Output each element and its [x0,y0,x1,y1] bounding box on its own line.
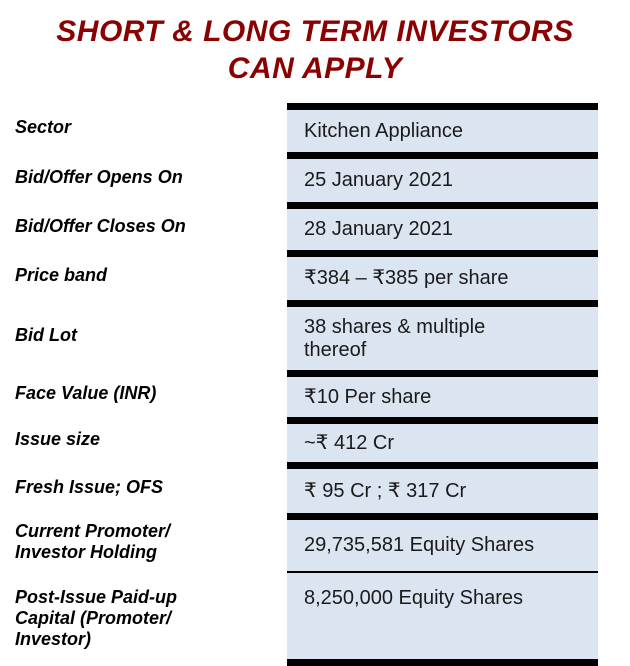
table-row-post-issue-capital: Post-Issue Paid-up Capital (Promoter/ In… [0,571,598,666]
row-value: 38 shares & multiple thereof [287,300,598,370]
row-label: Issue size [15,429,101,449]
row-label: Sector [15,117,72,137]
row-value: 25 January 2021 [287,152,598,202]
ipo-details-table: Sector Kitchen Appliance Bid/Offer Opens… [0,103,598,666]
table-row-current-promoter-holding: Current Promoter/ Investor Holding 29,73… [0,513,598,571]
row-label: Face Value (INR) [15,383,157,403]
row-label: Fresh Issue; OFS [15,477,164,497]
table-row-sector: Sector Kitchen Appliance [0,103,598,152]
row-value: 28 January 2021 [287,202,598,250]
row-value: 8,250,000 Equity Shares [287,571,598,666]
table-row-fresh-issue-ofs: Fresh Issue; OFS ₹ 95 Cr ; ₹ 317 Cr [0,462,598,513]
table-row-issue-size: Issue size ~₹ 412 Cr [0,417,598,462]
row-label: Bid Lot [15,324,77,345]
table-row-bid-offer-opens: Bid/Offer Opens On 25 January 2021 [0,152,598,202]
row-value: ~₹ 412 Cr [287,417,598,462]
page-title-line-1: SHORT & LONG TERM INVESTORS [56,15,574,48]
table-row-bid-offer-closes: Bid/Offer Closes On 28 January 2021 [0,202,598,250]
row-value: ₹10 Per share [287,370,598,417]
row-value: ₹384 – ₹385 per share [287,250,598,300]
row-label: Price band [15,264,108,285]
row-label: Bid/Offer Closes On [15,215,186,236]
row-value: Kitchen Appliance [287,103,598,152]
row-label: Bid/Offer Opens On [15,166,183,187]
row-value: 29,735,581 Equity Shares [287,513,598,571]
row-label: Post-Issue Paid-up Capital (Promoter/ In… [15,587,178,649]
table-row-bid-lot: Bid Lot 38 shares & multiple thereof [0,300,598,370]
row-value: ₹ 95 Cr ; ₹ 317 Cr [287,462,598,513]
row-label: Current Promoter/ Investor Holding [15,521,171,562]
page-title: SHORT & LONG TERM INVESTORS CAN APPLY [0,0,630,87]
table-row-face-value: Face Value (INR) ₹10 Per share [0,370,598,417]
table-row-price-band: Price band ₹384 – ₹385 per share [0,250,598,300]
page-title-line-2: CAN APPLY [227,52,403,85]
